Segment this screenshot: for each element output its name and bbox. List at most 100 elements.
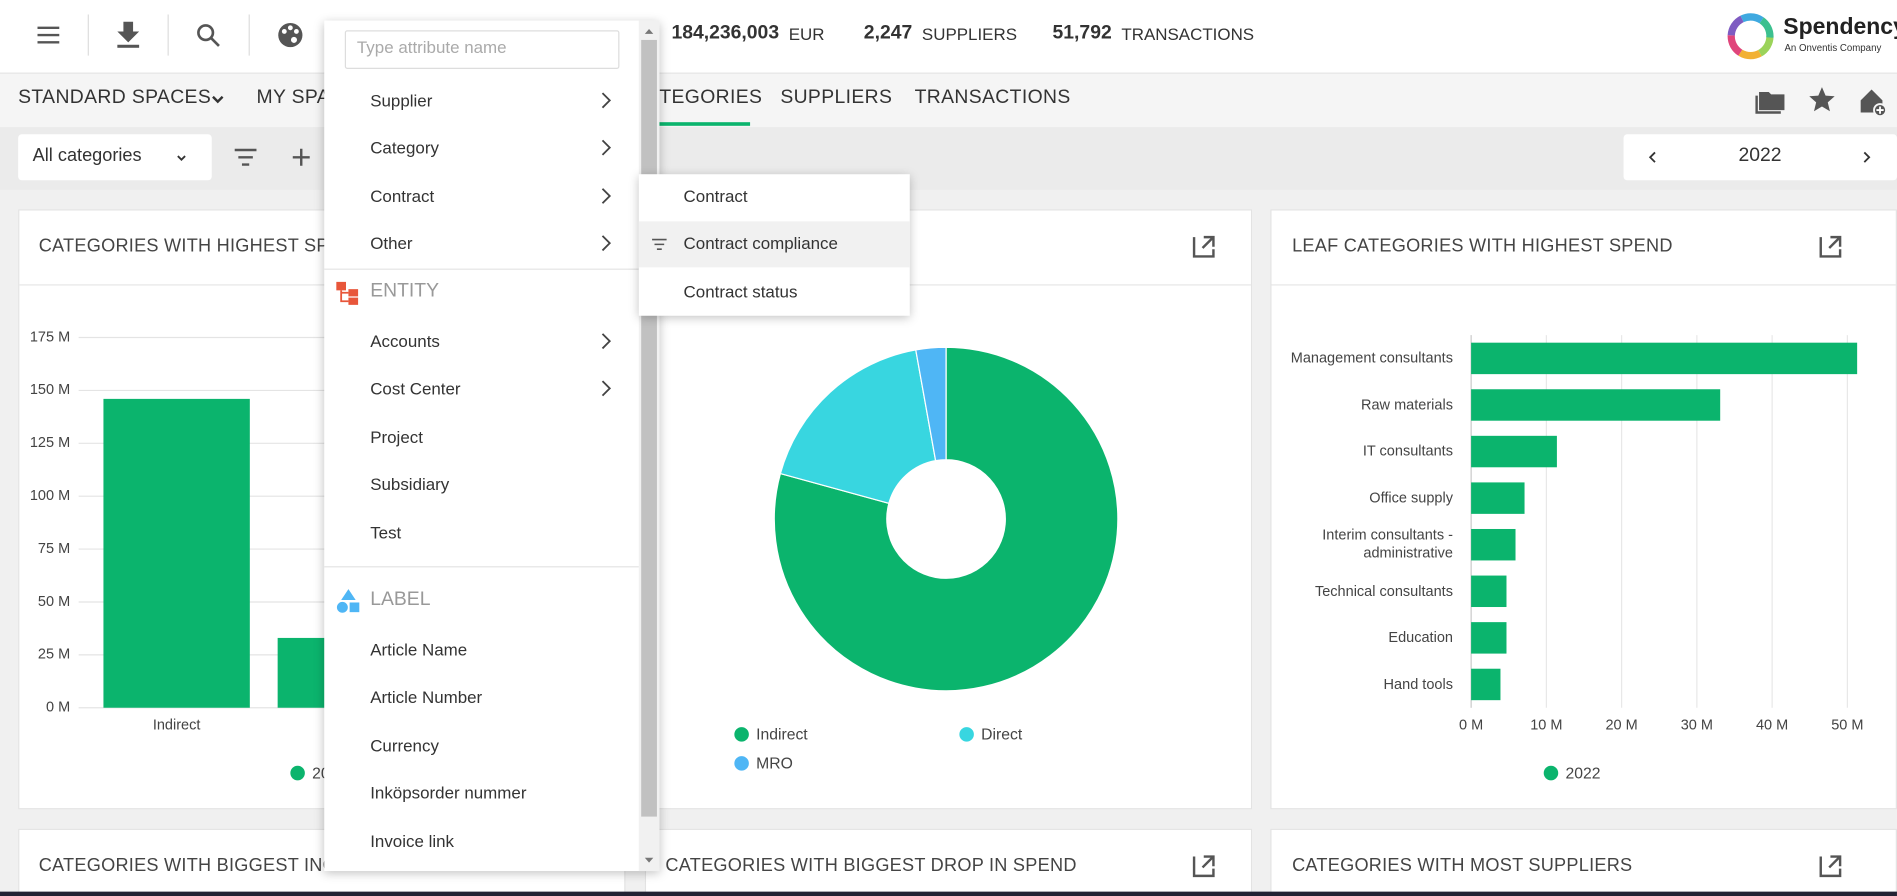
prev-year[interactable]	[1648, 151, 1656, 163]
x-tick-label: 50 M	[1831, 718, 1863, 734]
pie-slice	[915, 346, 947, 462]
year-select[interactable]	[1623, 134, 1897, 181]
palette-icon[interactable]	[278, 22, 303, 48]
pie-slice	[773, 346, 1119, 692]
category-select-text: All categories	[32, 145, 142, 166]
legend-marker	[1543, 765, 1559, 781]
dropdown-item[interactable]: Contract	[370, 185, 435, 206]
stat-unit: EUR	[788, 24, 825, 44]
card-divider	[646, 284, 1251, 286]
bar	[1471, 482, 1525, 514]
home-add-icon[interactable]	[1860, 89, 1887, 118]
y-tick-label: 125 M	[30, 435, 70, 451]
stat-value: 51,792	[1052, 22, 1112, 44]
scroll-arrows	[644, 29, 654, 863]
export-icon[interactable]	[1819, 235, 1842, 258]
card-divider	[19, 284, 625, 286]
filter-icon[interactable]	[234, 148, 257, 166]
x-tick-label: 30 M	[1681, 718, 1713, 734]
y-tick-label: 50 M	[38, 594, 70, 610]
submenu-item[interactable]: Contract	[683, 186, 748, 206]
y-tick-label: 100 M	[30, 488, 70, 504]
x-tick-label: 10 M	[1530, 718, 1562, 734]
nav-bar	[0, 73, 1897, 128]
search-placeholder: Type attribute name	[356, 37, 507, 57]
dropdown-item[interactable]: Article Number	[370, 687, 483, 707]
dropdown-item[interactable]: Cost Center	[370, 379, 461, 399]
folder-icon[interactable]	[1755, 91, 1785, 114]
legend-marker	[734, 727, 749, 742]
attribute-search[interactable]	[344, 30, 620, 69]
y-tick-label: 150 M	[30, 382, 70, 398]
dropdown-item[interactable]: Supplier	[370, 90, 433, 111]
x-tick-label: Indirect	[153, 718, 201, 734]
search-icon[interactable]	[197, 24, 220, 47]
filter-bar	[0, 127, 1897, 190]
dropdown-item[interactable]: Currency	[370, 735, 439, 755]
section-title: LABEL	[370, 589, 431, 610]
tab[interactable]: STANDARD SPACES	[18, 87, 212, 108]
y-tick-label: 25 M	[38, 647, 70, 663]
bar	[1471, 575, 1507, 608]
filter-icons	[234, 148, 310, 166]
dropdown-item[interactable]: Subsidiary	[370, 474, 450, 494]
tab[interactable]: TRANSACTIONS	[914, 87, 1071, 108]
menu-icon[interactable]	[37, 26, 60, 44]
legend-label: Direct	[981, 727, 1023, 744]
star-icon[interactable]	[1809, 87, 1835, 112]
y-tick-label: Education	[1388, 628, 1453, 646]
taskbar-edge	[0, 891, 1897, 896]
section-divider	[324, 268, 639, 270]
bar	[1471, 528, 1516, 561]
header	[0, 0, 1897, 74]
dropdown-item[interactable]: Accounts	[370, 331, 440, 351]
tab[interactable]: MY SPA	[256, 87, 331, 108]
next-year[interactable]	[1863, 151, 1871, 163]
dropdown-item[interactable]: Invoice link	[370, 830, 454, 850]
section-title: ENTITY	[370, 280, 440, 302]
submenu-item[interactable]: Contract status	[683, 281, 798, 301]
stat-value: 184,236,003	[671, 22, 780, 44]
stat-unit: SUPPLIERS	[921, 24, 1018, 44]
card-title: CATEGORIES WITH BIGGEST INCR	[38, 855, 350, 876]
y-tick-label: Interim consultants - administrative	[1322, 526, 1453, 562]
year-text: 2022	[1738, 145, 1782, 166]
legend-label: Indirect	[756, 727, 808, 744]
add-icon[interactable]	[292, 148, 310, 166]
submenu-arrow	[601, 380, 612, 397]
tab[interactable]: TEGORIES	[659, 87, 763, 108]
dropdown-item[interactable]: Category	[370, 138, 439, 158]
y-tick-label: 75 M	[38, 541, 70, 557]
submenu-item[interactable]: Contract compliance	[683, 233, 838, 254]
entity-icon	[336, 281, 359, 305]
card-divider	[1271, 284, 1896, 286]
y-tick-label: 175 M	[30, 329, 70, 345]
y-tick-label: Hand tools	[1383, 675, 1453, 693]
nav-icons	[1755, 87, 1887, 118]
dropdown-item[interactable]: Project	[370, 426, 423, 447]
stat-unit: TRANSACTIONS	[1121, 24, 1255, 44]
download-icon[interactable]	[117, 21, 140, 48]
stat-value: 2,247	[863, 22, 913, 44]
tab[interactable]: SUPPLIERS	[780, 87, 893, 108]
dropdown-item[interactable]: Inköpsorder nummer	[370, 782, 527, 803]
bar	[1471, 435, 1557, 468]
dropdown-item[interactable]: Test	[370, 522, 402, 542]
legend-marker	[959, 727, 974, 742]
select-chevron	[177, 155, 186, 161]
bar	[1471, 622, 1507, 654]
legend-marker	[290, 765, 305, 781]
dropdown-item[interactable]: Other	[370, 233, 413, 253]
export-icon[interactable]	[1192, 235, 1215, 258]
export-icon[interactable]	[1819, 855, 1842, 878]
dropdown-item[interactable]: Article Name	[370, 639, 468, 660]
y-tick-label: Office supply	[1369, 489, 1453, 506]
bar	[1471, 342, 1858, 375]
export-icon[interactable]	[1192, 855, 1215, 878]
legend-label: MRO	[756, 756, 793, 773]
card-title: CATEGORIES WITH BIGGEST DROP IN SPEND	[665, 855, 1077, 876]
card	[1270, 828, 1897, 896]
